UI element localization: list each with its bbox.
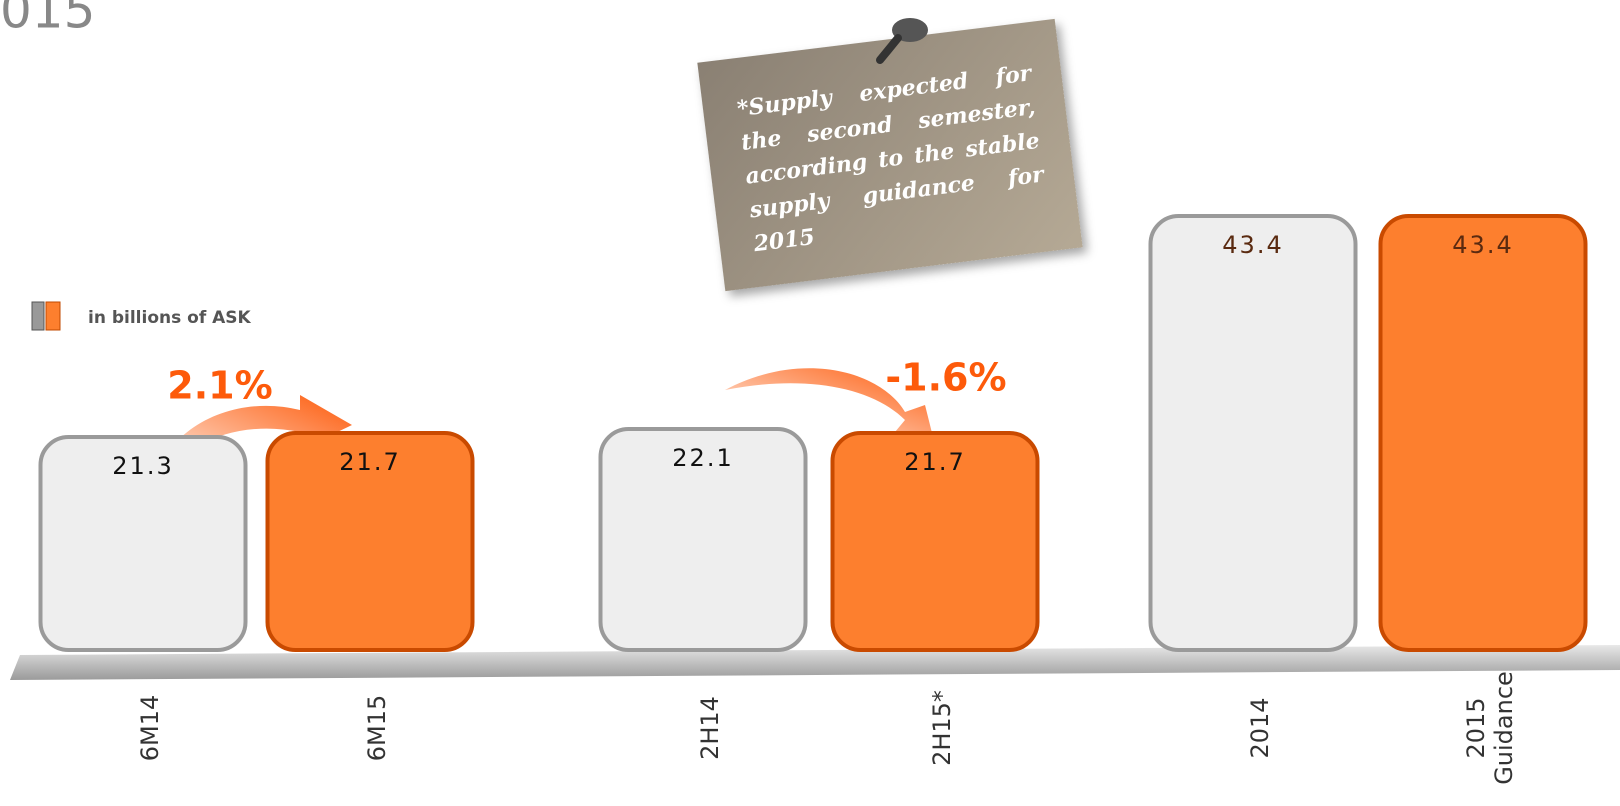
bar bbox=[1381, 216, 1586, 650]
value-label: 21.7 bbox=[904, 448, 965, 476]
value-label: 21.7 bbox=[339, 448, 400, 476]
value-label: 22.1 bbox=[672, 444, 733, 472]
legend-icon-orange bbox=[46, 302, 60, 330]
value-label: 43.4 bbox=[1452, 231, 1513, 259]
x-tick-label: 6M14 bbox=[136, 695, 164, 762]
x-tick-label: 2015Guidance bbox=[1462, 671, 1518, 785]
x-tick-label-line: Guidance bbox=[1490, 671, 1518, 785]
annotation: 2.1% bbox=[167, 364, 272, 408]
legend-icon-gray bbox=[32, 302, 44, 330]
platform bbox=[10, 645, 1620, 680]
bar bbox=[1151, 216, 1356, 650]
legend-label: in billions of ASK bbox=[88, 308, 252, 328]
value-label: 21.3 bbox=[112, 452, 173, 480]
x-tick-label-line: 2015 bbox=[1462, 697, 1490, 758]
x-tick-label: 2014 bbox=[1246, 697, 1274, 758]
chart-title: 015 bbox=[0, 0, 95, 40]
page: 015 in billions of ASK 2.1% -1.6% 21.3 6M… bbox=[0, 0, 1620, 806]
annotation: -1.6% bbox=[885, 356, 1006, 400]
x-tick-label: 2H14 bbox=[696, 696, 724, 760]
sticky-note: *Supply expected for the second semester… bbox=[697, 19, 1082, 291]
x-tick-label: 6M15 bbox=[363, 695, 391, 762]
x-tick-label: 2H15* bbox=[928, 690, 956, 766]
value-label: 43.4 bbox=[1222, 231, 1283, 259]
